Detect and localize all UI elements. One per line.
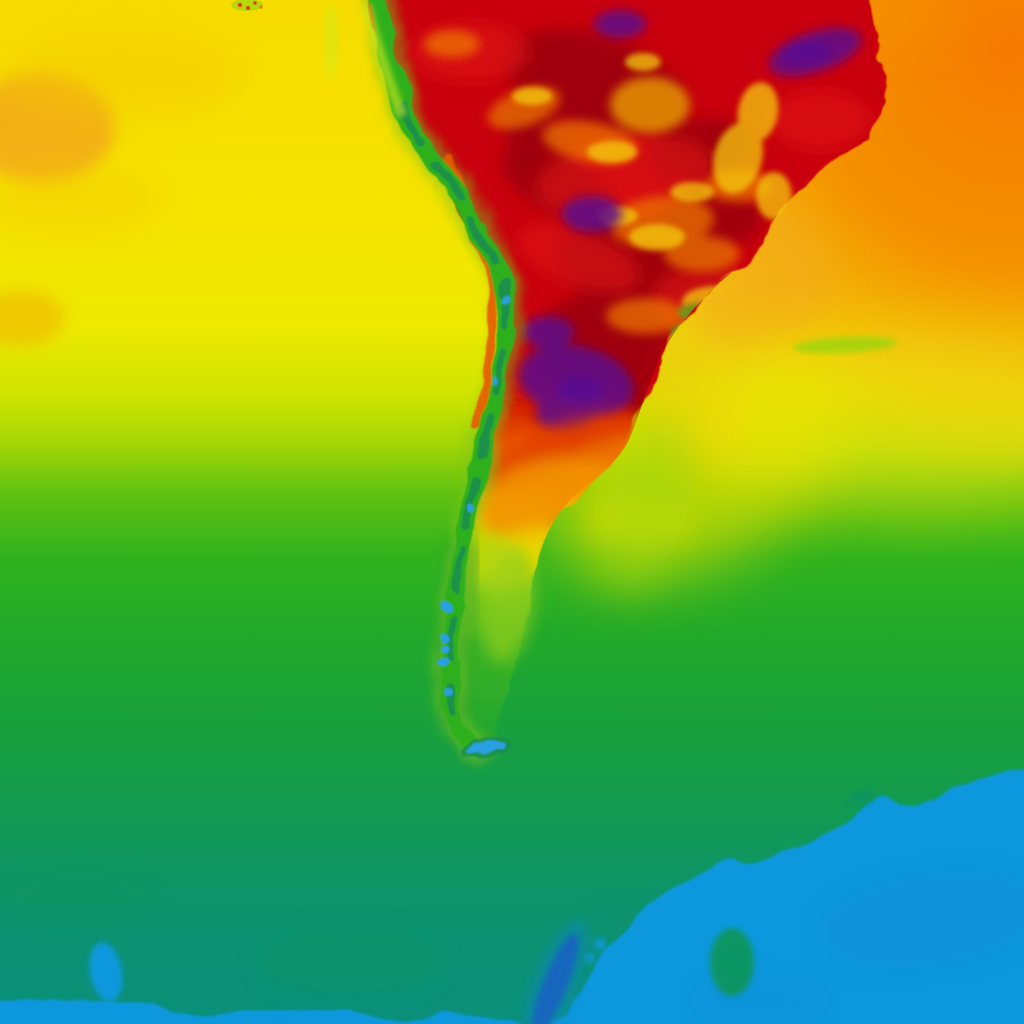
glacier-lake xyxy=(441,601,451,611)
purple-spot xyxy=(594,10,646,38)
topleft-amber-patch xyxy=(0,30,240,120)
left-amber-blob xyxy=(0,290,65,346)
galapagos-island-dot xyxy=(253,1,257,5)
polar-blue-bottom-strip xyxy=(0,998,495,1024)
coastal-features xyxy=(231,0,407,118)
glacier-lake xyxy=(439,643,449,653)
teal-patch xyxy=(10,874,150,926)
glacier-lake xyxy=(439,628,451,640)
land-texture-blob xyxy=(516,223,640,293)
polar-blue-waters xyxy=(0,771,1024,1024)
andes-mountain-range xyxy=(361,0,523,764)
land-texture-blob xyxy=(424,30,480,58)
land-texture-blob xyxy=(587,141,637,163)
land-texture-blob xyxy=(770,90,870,150)
teal-patch xyxy=(260,930,440,990)
andes-cold-core xyxy=(399,102,511,716)
land-texture-blob xyxy=(737,82,779,142)
subtropical-green-tongue xyxy=(600,418,696,592)
land-texture-blob xyxy=(756,172,792,220)
purple-spot xyxy=(522,316,574,348)
blue-cold-blob xyxy=(89,942,123,1002)
land-texture-blob xyxy=(670,182,714,202)
glacier-lake xyxy=(468,501,476,509)
cold-speck xyxy=(585,953,595,963)
galapagos-island-dot xyxy=(237,2,243,8)
ne-cool-green-sliver xyxy=(793,336,897,354)
deep-blue-patch xyxy=(820,872,1024,968)
green-water-islet xyxy=(846,789,878,807)
violet-spot-ne xyxy=(780,40,832,64)
andes-glacier-lakes xyxy=(438,298,509,694)
glacier-lake xyxy=(443,686,451,694)
fuego-blue-sliver xyxy=(466,742,506,754)
purple-spot xyxy=(562,196,622,232)
upwelling-streak xyxy=(324,4,338,80)
glacier-lake xyxy=(501,298,509,306)
land-texture-blob xyxy=(512,87,552,105)
cold-current-streak xyxy=(531,933,579,1024)
left-amber-patch xyxy=(0,165,160,235)
patagonia-light-patch xyxy=(477,535,517,595)
violet-spot xyxy=(556,376,604,404)
land-texture-blob xyxy=(664,236,740,272)
glacier-lake xyxy=(490,378,498,386)
galapagos-islands xyxy=(231,0,263,11)
land-texture-blob xyxy=(625,53,661,71)
land-texture-blob xyxy=(610,77,690,133)
land-texture-blob xyxy=(629,224,685,250)
green-water-islet xyxy=(710,928,754,996)
glacier-lake xyxy=(438,658,448,668)
land-texture-blob xyxy=(606,298,686,334)
galapagos-island-dot xyxy=(246,6,250,10)
cold-speck xyxy=(594,938,606,950)
galapagos-island-dot xyxy=(259,5,263,9)
peru-upwelling-strip xyxy=(361,2,407,118)
